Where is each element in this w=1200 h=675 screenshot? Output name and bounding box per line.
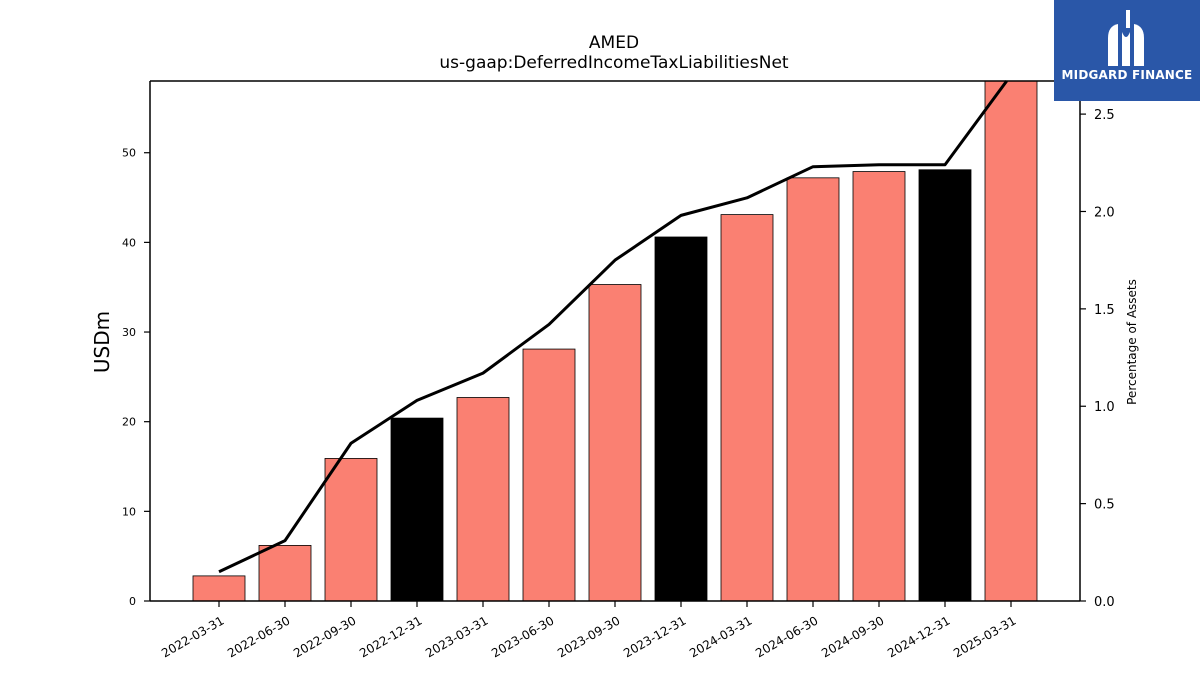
x-tick-label: 2024-06-30 — [753, 613, 820, 660]
y2-tick-label: 1.0 — [1094, 400, 1115, 415]
y2-tick-label: 2.5 — [1094, 108, 1115, 123]
bar — [654, 236, 708, 602]
y-tick-label: 40 — [122, 236, 136, 249]
bar — [918, 169, 972, 602]
bar — [258, 545, 312, 602]
bar — [720, 214, 774, 602]
y2-axis-label: Percentage of Assets — [1125, 279, 1139, 405]
y-tick-label: 10 — [122, 505, 136, 518]
y2-tick-label: 0.0 — [1094, 595, 1115, 610]
y-tick-label: 30 — [122, 326, 136, 339]
logo-mark-icon — [1108, 10, 1144, 66]
x-tick-label: 2024-03-31 — [687, 613, 754, 660]
x-tick-label: 2022-06-30 — [225, 613, 292, 660]
line-group — [218, 80, 1008, 574]
x-tick-label: 2022-12-31 — [357, 613, 424, 660]
x-tick-label: 2023-09-30 — [555, 613, 622, 660]
x-tick-label: 2023-06-30 — [489, 613, 556, 660]
x-tick-label: 2023-12-31 — [621, 613, 688, 660]
line-series — [218, 80, 1008, 574]
bar — [852, 171, 906, 602]
bar — [390, 417, 444, 602]
y-tick-label: 20 — [122, 416, 136, 429]
y-axis-label: USDm — [90, 311, 114, 373]
x-tick-label: 2025-03-31 — [951, 613, 1018, 660]
company-logo: MIDGARD FINANCE — [1054, 0, 1200, 101]
y2-tick-label: 1.5 — [1094, 303, 1115, 318]
x-tick-label: 2024-09-30 — [819, 613, 886, 660]
x-tick-label: 2024-12-31 — [885, 613, 952, 660]
y-tick-label: 50 — [122, 147, 136, 160]
chart-title: AMED — [589, 33, 639, 53]
bar — [522, 348, 576, 602]
x-tick-label: 2022-03-31 — [159, 613, 226, 660]
chart-subtitle: us-gaap:DeferredIncomeTaxLiabilitiesNet — [439, 53, 789, 73]
bar — [984, 80, 1038, 602]
y-tick-label: 0 — [129, 595, 136, 608]
bar — [192, 575, 246, 602]
y2-tick-label: 0.5 — [1094, 498, 1115, 513]
bar — [588, 284, 642, 602]
bar-group — [192, 80, 1038, 602]
logo-text: MIDGARD FINANCE — [1061, 68, 1193, 82]
x-tick-label: 2023-03-31 — [423, 613, 490, 660]
bar — [324, 458, 378, 602]
bar — [786, 177, 840, 602]
x-tick-label: 2022-09-30 — [291, 613, 358, 660]
bar — [456, 397, 510, 602]
y2-tick-label: 2.0 — [1094, 205, 1115, 220]
